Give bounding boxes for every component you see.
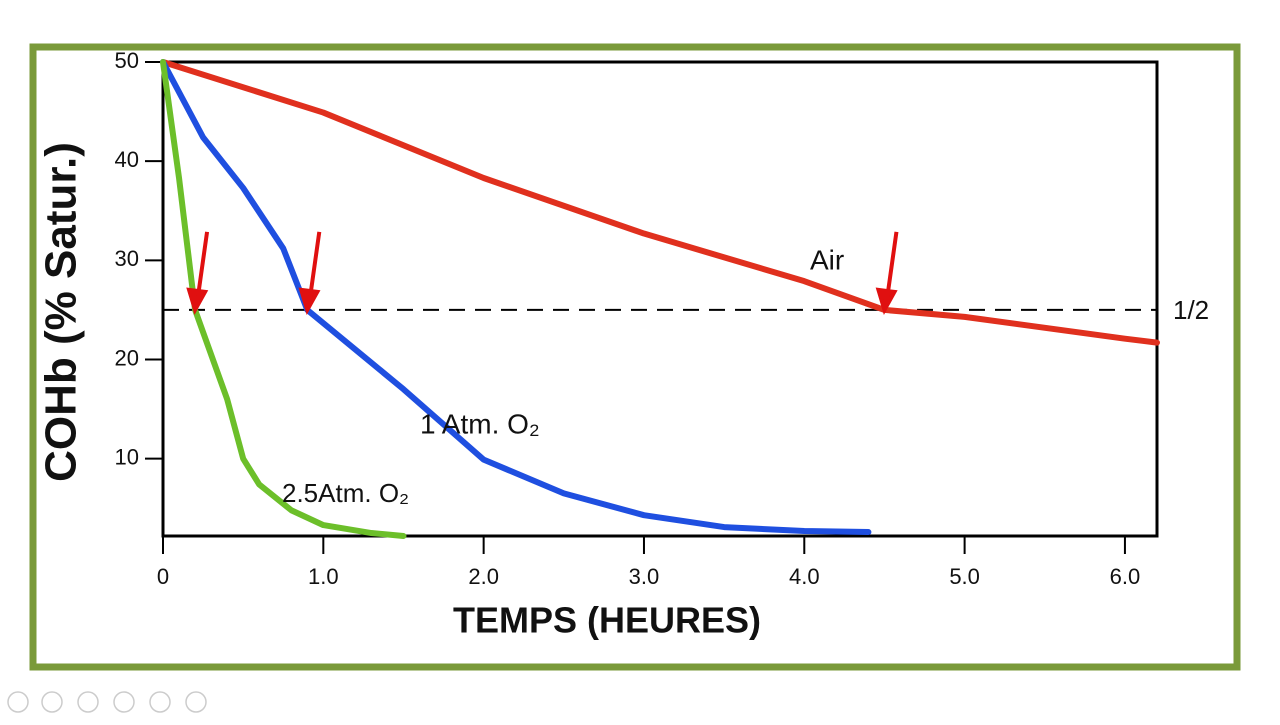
x-tick-label: 2.0 [468, 564, 499, 589]
half-arrow [186, 231, 210, 316]
series-line [160, 59, 407, 539]
series-label: Air [810, 244, 844, 275]
x-tick-label: 3.0 [629, 564, 660, 589]
y-tick-label: 10 [115, 444, 139, 469]
x-tick-label: 4.0 [789, 564, 820, 589]
y-tick-label: 50 [115, 48, 139, 73]
x-axis-label: TEMPS (HEURES) [453, 600, 761, 641]
more-button[interactable] [185, 691, 207, 713]
slides-button[interactable] [113, 691, 135, 713]
series-line [160, 59, 872, 536]
toolbar [7, 691, 207, 713]
plot-frame [161, 60, 1159, 538]
y-tick-label: 40 [115, 147, 139, 172]
x-tick-label: 5.0 [949, 564, 980, 589]
series-label: 2.5Atm. O₂ [282, 478, 409, 508]
x-tick-label: 6.0 [1110, 564, 1141, 589]
zoom-button[interactable] [149, 691, 171, 713]
series-line [160, 59, 1160, 346]
next-button[interactable] [41, 691, 63, 713]
x-tick-label: 1.0 [308, 564, 339, 589]
pen-button[interactable] [77, 691, 99, 713]
x-tick-label: 0 [157, 564, 169, 589]
half-arrow [875, 231, 899, 316]
prev-button[interactable] [7, 691, 29, 713]
half-arrow [298, 231, 322, 316]
half-line-label: 1/2 [1173, 295, 1209, 325]
y-tick-label: 20 [115, 345, 139, 370]
y-tick-label: 30 [115, 246, 139, 271]
series-label: 1 Atm. O₂ [420, 408, 540, 439]
y-axis-label: COHb (% Satur.) [37, 142, 86, 482]
slide-frame [29, 43, 1241, 671]
